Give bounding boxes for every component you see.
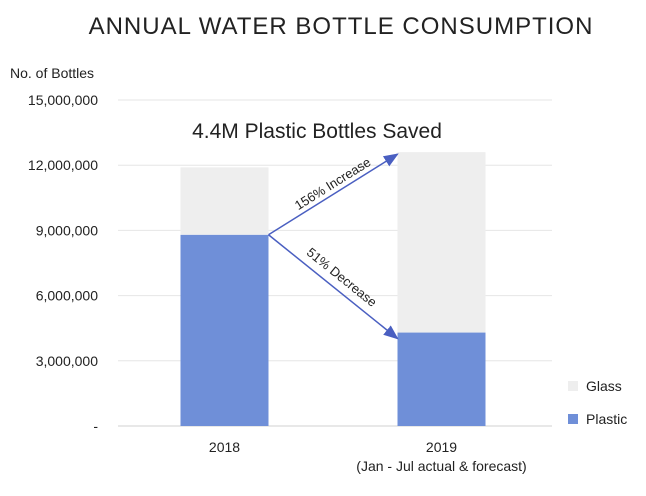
bars <box>180 152 486 426</box>
x-axis-ticks: 2018 2019 (Jan - Jul actual & forecast) <box>209 439 527 474</box>
legend-label-plastic: Plastic <box>586 411 627 427</box>
legend-swatch-glass <box>568 381 578 391</box>
y-tick-label: 15,000,000 <box>28 92 98 108</box>
y-tick-label: 6,000,000 <box>36 288 98 304</box>
chart-title: ANNUAL WATER BOTTLE CONSUMPTION <box>89 13 594 40</box>
bar-glass-2018 <box>180 167 269 235</box>
bar-glass-2019 <box>397 152 486 333</box>
y-tick-label: 9,000,000 <box>36 222 98 238</box>
legend: Glass Plastic <box>568 378 627 427</box>
arrows: 156% Increase 51% Decrease <box>268 153 399 340</box>
x-tick-label: 2019 <box>426 439 457 455</box>
y-axis-ticks: - 3,000,000 6,000,000 9,000,000 12,000,000 15… <box>28 92 98 434</box>
legend-label-glass: Glass <box>586 378 622 394</box>
increase-label: 156% Increase <box>292 154 374 213</box>
bar-plastic-2018 <box>180 234 269 426</box>
y-tick-label: 12,000,000 <box>28 157 98 173</box>
increase-arrow <box>268 153 399 236</box>
chart-subtitle: 4.4M Plastic Bottles Saved <box>192 120 442 143</box>
x-tick-sublabel: (Jan - Jul actual & forecast) <box>356 458 526 474</box>
y-tick-label: - <box>93 418 98 434</box>
y-axis-label: No. of Bottles <box>10 65 94 81</box>
x-tick-label: 2018 <box>209 439 240 455</box>
bar-plastic-2019 <box>397 332 486 426</box>
decrease-label: 51% Decrease <box>304 245 380 310</box>
legend-swatch-plastic <box>568 414 578 424</box>
y-tick-label: 3,000,000 <box>36 353 98 369</box>
decrease-arrow <box>268 234 399 340</box>
